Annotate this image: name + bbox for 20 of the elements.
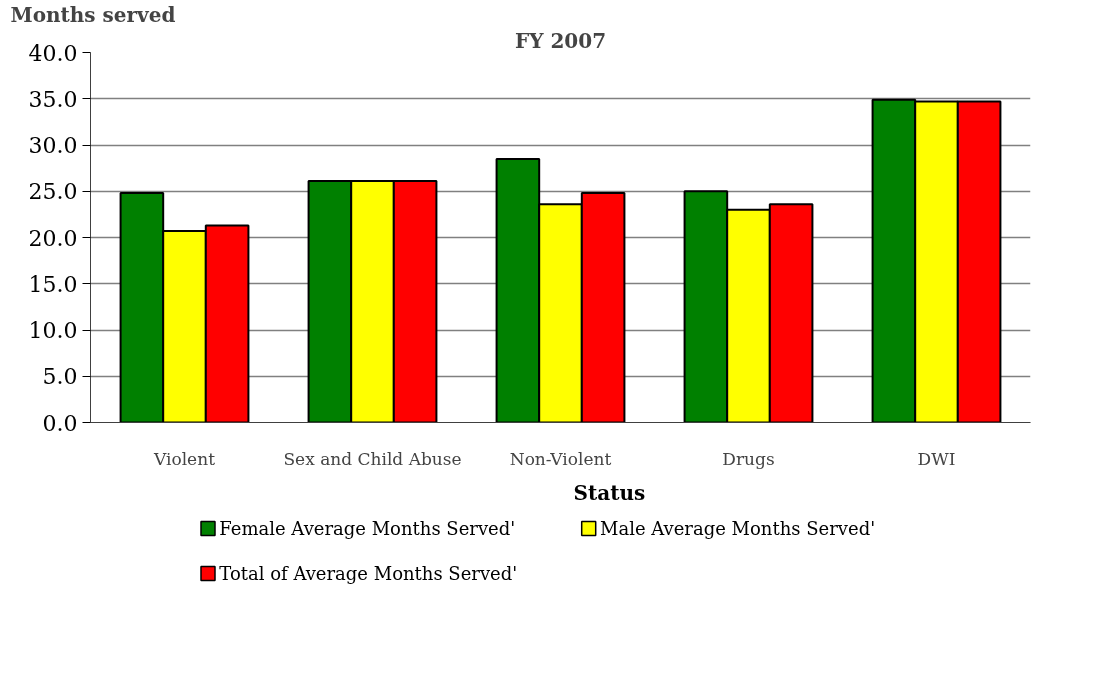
x-tick-label: Non-Violent (509, 448, 612, 469)
y-tick-label: 5.0 (42, 364, 78, 390)
legend-label: Total of Average Months Served' (219, 563, 518, 584)
y-tick-label: 15.0 (28, 271, 78, 297)
y-tick-label: 40.0 (28, 40, 78, 66)
chart-title: FY 2007 (514, 28, 607, 53)
x-tick-label: Violent (153, 448, 216, 469)
y-axis-title: Months served (10, 2, 176, 27)
y-tick-label: 20.0 (28, 225, 78, 251)
y-tick-label: 10.0 (28, 318, 78, 343)
y-tick-label: 0.0 (42, 410, 78, 436)
y-tick-label: 25.0 (28, 179, 78, 205)
x-tick-label: Sex and Child Abuse (283, 448, 462, 469)
legend-label: Female Average Months Served' (219, 518, 516, 539)
x-tick-label: Drugs (722, 448, 775, 469)
legend-label: Male Average Months Served' (599, 518, 876, 539)
legend-title: Status (573, 480, 646, 505)
y-tick-label: 35.0 (28, 86, 78, 112)
y-tick-label: 30.0 (28, 133, 78, 158)
x-tick-label: DWI (917, 448, 956, 469)
